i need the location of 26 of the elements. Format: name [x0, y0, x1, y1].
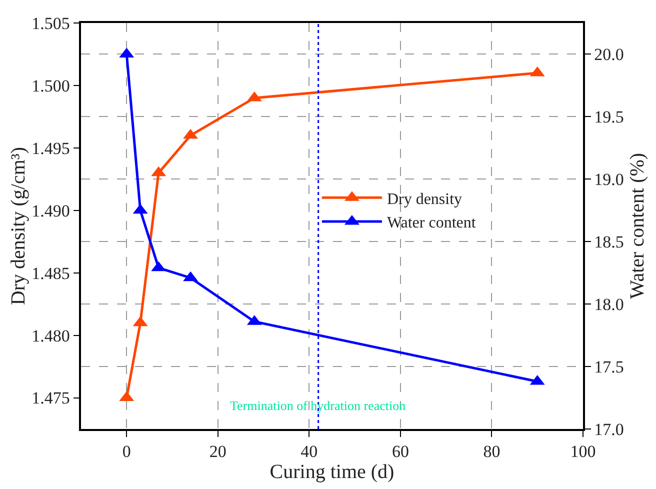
y-tick-label: 1.485 — [32, 264, 70, 283]
x-tick-label: 0 — [122, 442, 131, 462]
y-tick-label: 1.480 — [32, 326, 70, 346]
x-axis-title: Curing time (d) — [270, 461, 394, 484]
y2-tick-label: 19.0 — [594, 170, 624, 190]
y2-tick-label: 18.0 — [594, 295, 624, 314]
y2-axis-title: Water content (%) — [626, 152, 648, 300]
y-tick-label: 1.495 — [32, 138, 70, 158]
legend-label: Water content — [386, 214, 476, 232]
legend-label: Dry density — [386, 190, 462, 208]
y-tick-label: 1.490 — [32, 201, 70, 220]
y2-tick-label: 20.0 — [594, 45, 624, 64]
y2-tick-label: 19.5 — [594, 108, 624, 127]
y2-tick-label: 17.5 — [594, 357, 624, 376]
y-tick-label: 1.475 — [32, 388, 70, 408]
y-tick-label: 1.500 — [32, 76, 70, 96]
y-tick-label: 1.505 — [32, 14, 70, 33]
y2-tick-label: 18.5 — [594, 232, 624, 252]
x-tick-label: 60 — [392, 442, 409, 462]
x-tick-label: 100 — [570, 442, 596, 462]
ref-line-label: Termination of hydration reaction — [230, 398, 406, 413]
x-tick-label: 40 — [300, 442, 318, 462]
x-tick-label: 20 — [209, 442, 226, 462]
y-axis-title: Dry density (g/cm³) — [8, 146, 30, 306]
y2-tick-label: 17.0 — [594, 420, 624, 439]
x-tick-label: 80 — [483, 442, 500, 462]
